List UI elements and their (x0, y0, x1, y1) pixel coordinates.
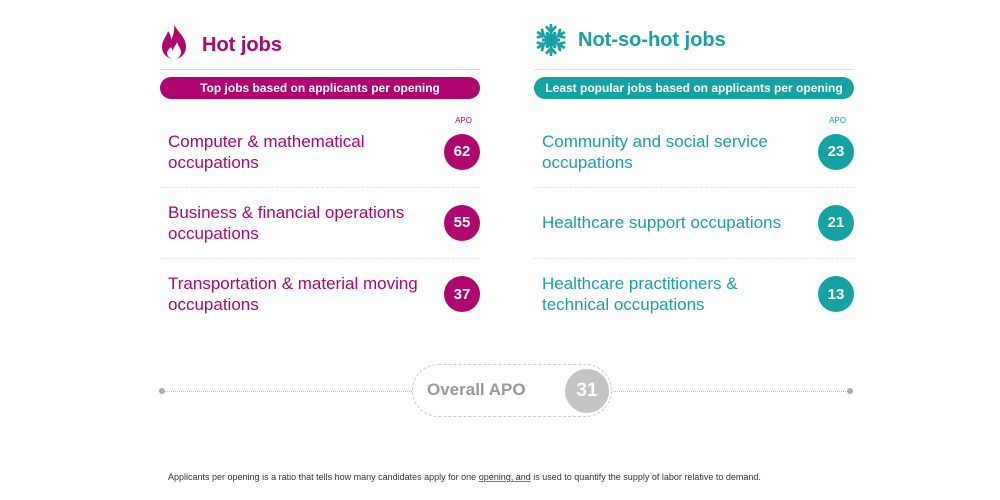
job-row: Business & financial operations occupati… (160, 187, 480, 259)
footnote-link[interactable]: opening, and (478, 472, 531, 482)
overall-apo: Overall APO 31 (412, 364, 612, 417)
cold-jobs-subtitle: Least popular jobs based on applicants p… (534, 77, 854, 99)
divider (534, 69, 854, 70)
job-row: Transportation & material moving occupat… (160, 258, 480, 330)
job-row: Healthcare practitioners & technical occ… (534, 258, 854, 330)
hot-jobs-subtitle: Top jobs based on applicants per opening (160, 77, 480, 99)
apo-badge: 62 (444, 133, 480, 170)
overall-apo-label: Overall APO (427, 380, 526, 399)
job-name: Transportation & material moving occupat… (168, 274, 418, 314)
job-name: Healthcare support occupations (542, 213, 782, 232)
job-name: Computer & mathematical occupations (168, 131, 365, 172)
apo-badge: 55 (444, 204, 480, 241)
apo-label: APO (829, 116, 846, 125)
flame-icon (162, 24, 186, 59)
job-name: Community and social service occupations (542, 131, 768, 172)
job-name: Business & financial operations occupati… (168, 202, 405, 243)
footnote-text: Applicants per opening is a ratio that t… (168, 472, 479, 482)
job-name: Healthcare practitioners & technical occ… (542, 274, 738, 314)
apo-badge: 13 (818, 276, 854, 312)
job-row: Healthcare support occupations 21 (534, 187, 854, 259)
job-row: Computer & mathematical occupations 62 (160, 116, 480, 188)
cold-jobs-title: Not-so-hot jobs (578, 28, 726, 51)
footnote: Applicants per opening is a ratio that t… (168, 472, 761, 482)
hot-jobs-title: Hot jobs (202, 33, 282, 56)
apo-badge: 21 (818, 204, 854, 241)
footnote-text: is used to quantify the supply of labor … (530, 472, 761, 482)
snowflake-icon (534, 23, 568, 57)
apo-badge: 37 (444, 276, 480, 312)
overall-apo-value: 31 (565, 369, 609, 413)
job-row: Community and social service occupations… (534, 116, 854, 188)
apo-badge: 23 (818, 133, 854, 170)
line-endpoint (847, 388, 853, 394)
divider (160, 69, 480, 70)
apo-label: APO (455, 116, 472, 125)
